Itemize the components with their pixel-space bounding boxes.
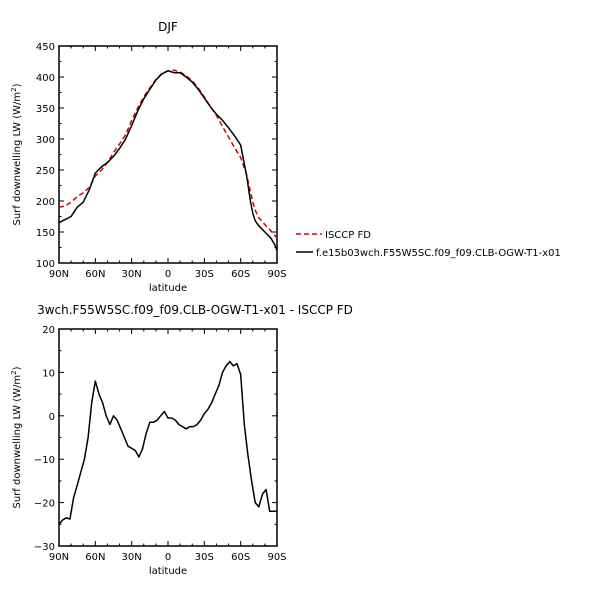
x-tick-label: 30S — [195, 552, 214, 563]
x-tick-label: 60N — [85, 269, 105, 280]
y-tick-label: −10 — [34, 455, 55, 466]
legend-label-isccp: ISCCP FD — [325, 230, 371, 241]
y-tick-label: 450 — [36, 42, 55, 53]
y-tick-label: 10 — [42, 368, 55, 379]
bottom-y-axis-label-tail: ) — [12, 366, 23, 370]
x-tick-label: 90N — [49, 269, 69, 280]
top-y-axis-label-main: Surf downwelling LW (W/m — [12, 92, 23, 226]
top-plot-frame — [58, 45, 278, 264]
bottom-y-axis-label-sup: 2 — [10, 370, 18, 374]
y-tick-label: 20 — [42, 325, 55, 336]
y-tick-label: 400 — [36, 73, 55, 84]
bottom-series-line-0 — [58, 360, 277, 525]
x-tick-label: 30N — [122, 269, 142, 280]
top-panel: DJF 90N 60N 30N 0 30S 60S 90S 100 150 200 250 300 35… — [10, 20, 287, 294]
y-tick-label: 300 — [36, 135, 55, 146]
y-tick-label: 250 — [36, 166, 55, 177]
y-tick-label: 150 — [36, 228, 55, 239]
y-tick-label: 350 — [36, 104, 55, 115]
top-y-axis-label-tail: ) — [12, 83, 23, 87]
bottom-y-axis-label-main: Surf downwelling LW (W/m — [12, 375, 23, 509]
legend: ISCCP FD f.e15b03wch.F55W5SC.f09_f09.CLB… — [296, 230, 561, 259]
bottom-x-axis-label: latitude — [149, 566, 187, 577]
top-y-axis-label-sup: 2 — [10, 87, 18, 91]
x-tick-label: 30S — [195, 269, 214, 280]
bottom-chart-title: 3wch.F55W5SC.f09_f09.CLB-OGW-T1-x01 - IS… — [37, 303, 353, 317]
top-x-axis-label: latitude — [149, 283, 187, 294]
y-tick-label: 100 — [36, 259, 55, 270]
x-tick-label: 90N — [49, 552, 69, 563]
x-tick-label: 60S — [231, 269, 250, 280]
top-y-axis-label: Surf downwelling LW (W/m2) — [10, 83, 23, 225]
legend-label-model: f.e15b03wch.F55W5SC.f09_f09.CLB-OGW-T1-x… — [316, 248, 561, 259]
top-series-line-1 — [58, 70, 278, 251]
bottom-panel: 3wch.F55W5SC.f09_f09.CLB-OGW-T1-x01 - IS… — [10, 303, 353, 577]
bottom-y-axis-label: Surf downwelling LW (W/m2) — [10, 366, 23, 508]
x-tick-label: 90S — [267, 552, 286, 563]
bottom-plot-frame — [58, 328, 278, 547]
y-tick-label: 200 — [36, 197, 55, 208]
x-tick-label: 30N — [122, 552, 142, 563]
y-tick-label: −30 — [34, 542, 55, 553]
x-tick-label: 60N — [85, 552, 105, 563]
y-tick-label: −20 — [34, 499, 55, 510]
x-tick-label: 0 — [165, 269, 171, 280]
y-tick-label: 0 — [49, 412, 55, 423]
x-tick-label: 0 — [165, 552, 171, 563]
x-tick-label: 90S — [267, 269, 286, 280]
top-chart-title: DJF — [158, 20, 178, 34]
top-series-line-0 — [58, 69, 278, 239]
x-tick-label: 60S — [231, 552, 250, 563]
